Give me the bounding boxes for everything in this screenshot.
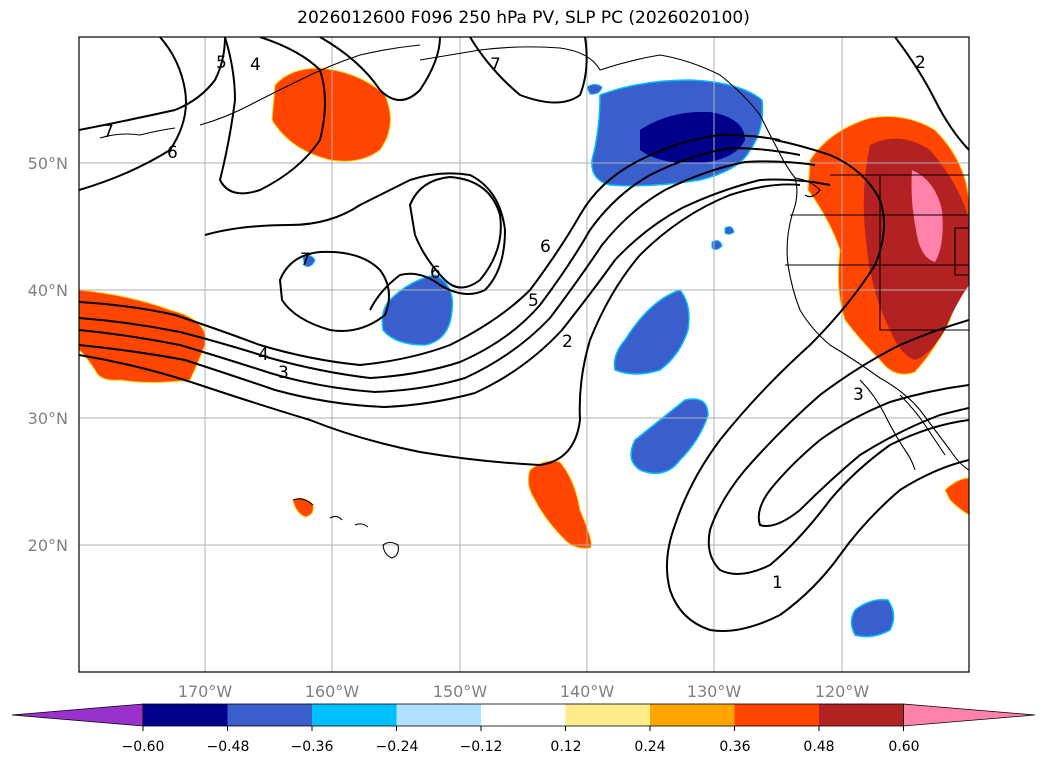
pv-anomaly-small-4 bbox=[724, 226, 735, 235]
colorbar-tick-label: 0.48 bbox=[803, 739, 834, 755]
graticule bbox=[79, 37, 969, 672]
pv-negative-anomalies bbox=[302, 79, 895, 638]
pv-anomaly-central bbox=[381, 274, 454, 346]
contour-label: 5 bbox=[528, 291, 539, 311]
contour-labels: 7 5 4 6 7 7 6 6 5 2 4 3 3 1 2 bbox=[103, 53, 926, 593]
contour-label: 2 bbox=[915, 53, 926, 73]
colorbar-segment bbox=[481, 704, 566, 726]
lon-label: 150°W bbox=[433, 682, 488, 701]
map-title: 2026012600 F096 250 hPa PV, SLP PC (2026… bbox=[297, 8, 750, 28]
lat-label: 50°N bbox=[28, 154, 68, 173]
contour-label: 6 bbox=[430, 263, 441, 283]
lon-label: 120°W bbox=[815, 682, 870, 701]
pv-positive-anomalies bbox=[79, 67, 969, 549]
pv-anomaly-baja bbox=[944, 477, 969, 516]
contour-label: 3 bbox=[278, 363, 289, 383]
colorbar-tick-label: 0.36 bbox=[719, 739, 750, 755]
colorbar-segment bbox=[227, 704, 313, 726]
colorbar-segment bbox=[819, 704, 904, 726]
colorbar-tick-label: −0.12 bbox=[460, 739, 503, 755]
coastlines bbox=[99, 44, 969, 559]
contour-label: 7 bbox=[300, 250, 311, 270]
pv-anomaly-core-red bbox=[863, 138, 969, 360]
lon-label: 160°W bbox=[305, 682, 360, 701]
lat-label: 40°N bbox=[28, 281, 68, 300]
contour-label: 6 bbox=[540, 237, 551, 257]
colorbar-tick-label: −0.48 bbox=[207, 739, 250, 755]
lat-label: 30°N bbox=[28, 409, 68, 428]
pv-anomaly-core-pink bbox=[911, 170, 943, 262]
colorbar-ticks: −0.60 −0.48 −0.36 −0.24 −0.12 0.12 0.24 … bbox=[122, 739, 920, 755]
colorbar-tick-label: 0.60 bbox=[888, 739, 919, 755]
colorbar-tick-label: 0.12 bbox=[550, 739, 581, 755]
slp-contours bbox=[79, 37, 969, 632]
colorbar-tick-label: −0.36 bbox=[291, 739, 334, 755]
contour-label: 4 bbox=[258, 345, 269, 365]
pv-anomaly-west-edge bbox=[79, 289, 207, 383]
colorbar-tick-label: 0.24 bbox=[634, 739, 665, 755]
pv-anomaly-mid-1 bbox=[613, 289, 690, 375]
lon-label: 140°W bbox=[560, 682, 615, 701]
contour-label: 2 bbox=[562, 332, 573, 352]
pv-anomaly-hawaii-north bbox=[527, 460, 592, 549]
contour-label: 5 bbox=[216, 53, 227, 73]
contour-label: 6 bbox=[167, 143, 178, 163]
colorbar-segment bbox=[650, 704, 735, 726]
lat-label: 20°N bbox=[28, 536, 68, 555]
colorbar-segment bbox=[734, 704, 820, 726]
contour-label: 1 bbox=[772, 573, 783, 593]
colorbar-extend-low bbox=[11, 703, 144, 727]
colorbar-segment bbox=[396, 704, 482, 726]
colorbar-outline bbox=[142, 703, 904, 727]
contour-label: 7 bbox=[103, 122, 114, 142]
contour-label: 4 bbox=[250, 55, 261, 75]
colorbar-segment bbox=[312, 704, 397, 726]
colorbar-tick-label: −0.24 bbox=[376, 739, 419, 755]
colorbar-tick-label: −0.60 bbox=[122, 739, 165, 755]
contour-label: 3 bbox=[853, 385, 864, 405]
lat-labels: 50°N 40°N 30°N 20°N bbox=[28, 154, 68, 555]
colorbar bbox=[11, 703, 1036, 731]
lon-labels: 170°W 160°W 150°W 140°W 130°W 120°W bbox=[178, 682, 870, 701]
lon-label: 170°W bbox=[178, 682, 233, 701]
colorbar-segment bbox=[143, 704, 228, 726]
contour-label: 7 bbox=[490, 55, 501, 75]
lon-label: 130°W bbox=[687, 682, 742, 701]
colorbar-extend-high bbox=[903, 703, 1036, 727]
pv-anomaly-small-2 bbox=[586, 84, 603, 95]
pv-anomaly-small-hawaii bbox=[292, 497, 314, 518]
map-area: 7 5 4 6 7 7 6 6 5 2 4 3 3 1 2 bbox=[79, 37, 969, 672]
pv-anomaly-south bbox=[850, 598, 895, 638]
pv-anomaly-small-1 bbox=[302, 254, 316, 267]
map-frame bbox=[78, 36, 970, 673]
colorbar-segment bbox=[565, 704, 651, 726]
